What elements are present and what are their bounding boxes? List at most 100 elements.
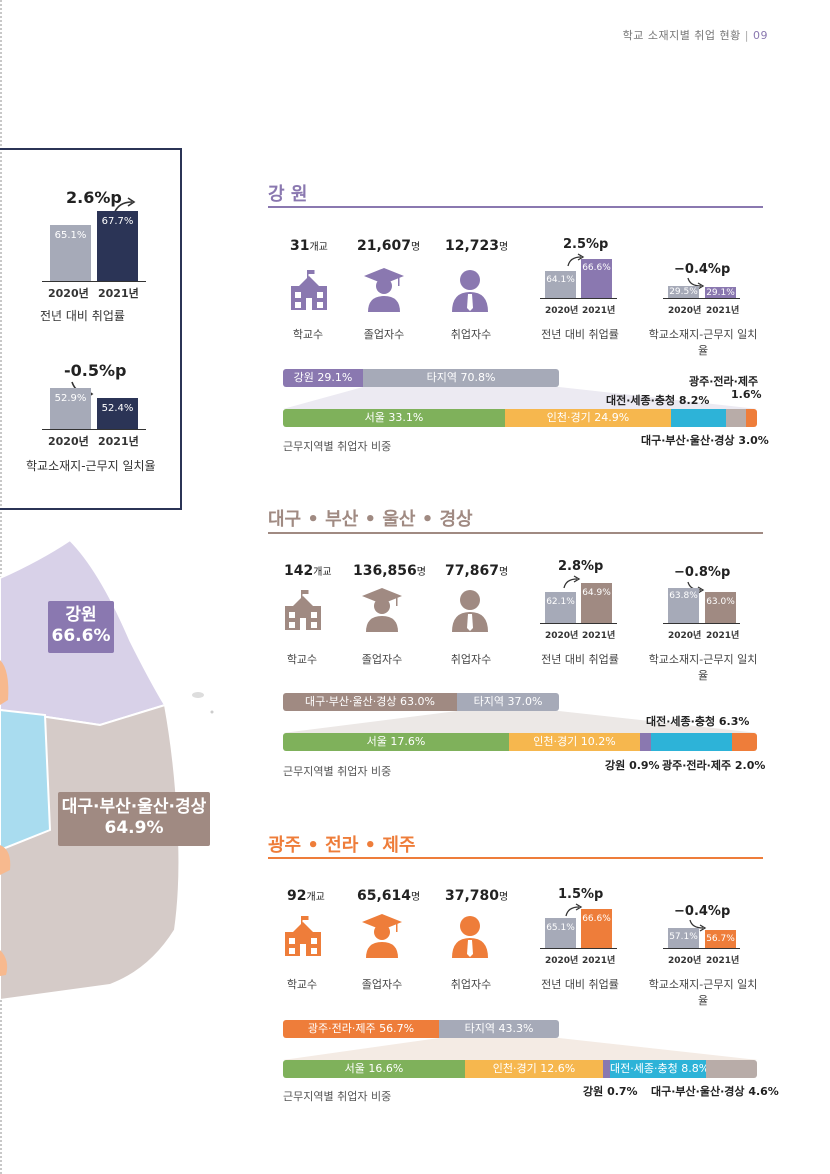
daegu-grads-label: 졸업자수 (361, 653, 403, 666)
gwangju-rate-year-2021: 2021년 (582, 956, 616, 966)
summary-employment-label: 전년 대비 취업률 (40, 309, 125, 323)
summary-employment-delta: 2.6%p (66, 188, 122, 207)
gwangju-rate-axis (540, 948, 617, 949)
gwangju-match-delta: −0.4%p (674, 904, 731, 919)
gangwon-rate-bar-2021: 66.6% (581, 259, 612, 298)
gangwon-match-delta: −0.4%p (674, 262, 731, 277)
daegu-note-gwangju: 광주·전라·제주 2.0% (662, 759, 766, 772)
gangwon-match-axis (663, 298, 740, 299)
summary-match-axis (42, 429, 146, 430)
page-number: 09 (753, 29, 768, 42)
korea-map (0, 538, 214, 1000)
gwangju-match-bar-2020: 57.1% (668, 928, 699, 948)
daegu-employed-label: 취업자수 (450, 653, 492, 666)
summary-match-bar-2020: 52.9% (50, 388, 91, 429)
graduate-icon (364, 268, 404, 312)
daegu-school-count: 142개교 (284, 563, 332, 579)
up-arrow-icon (563, 575, 581, 589)
map-label-gangwon: 강원 66.6% (48, 601, 114, 653)
gangwon-funnel (283, 387, 758, 409)
summary-match-label: 학교소재지-근무지 일치율 (26, 459, 156, 473)
daegu-match-bar-2020: 63.8% (668, 588, 699, 623)
gwangju-rate-delta: 1.5%p (558, 887, 604, 902)
daegu-match-year-2021: 2021년 (706, 631, 740, 641)
daegu-seg-seoul: 서울 17.6% (283, 733, 509, 751)
gwangju-seg-daegu (706, 1060, 757, 1078)
gangwon-match-bar-2020: 29.5% (668, 286, 699, 298)
gwangju-seg-incheon: 인천·경기 12.6% (465, 1060, 603, 1078)
gangwon-schools-label: 학교수 (292, 328, 324, 341)
daegu-rate-bar-2021: 64.9% (581, 583, 612, 623)
gangwon-grads-label: 졸업자수 (363, 328, 405, 341)
header-title: 학교 소재지별 취업 현황 (622, 29, 741, 42)
summary-employment-year-2021: 2021년 (98, 287, 139, 300)
gwangju-rate-bar-2021: 66.6% (581, 909, 612, 948)
gangwon-other-share: 타지역 70.8% (363, 369, 559, 387)
gwangju-match-label: 학교소재지-근무지 일치율 (648, 978, 758, 1007)
gwangju-other-share: 타지역 43.3% (439, 1020, 559, 1038)
daegu-note-gangwon: 강원 0.9% (605, 759, 660, 772)
summary-employment-year-2020: 2020년 (48, 287, 89, 300)
gwangju-grad-count: 65,614명 (357, 888, 421, 904)
daegu-seg-incheon: 인천·경기 10.2% (509, 733, 640, 751)
summary-match-year-2020: 2020년 (48, 435, 89, 448)
daegu-rate-delta: 2.8%p (558, 559, 604, 574)
gangwon-caption: 근무지역별 취업자 비중 (283, 440, 392, 453)
gwangju-seg-gangwon (603, 1060, 610, 1078)
up-arrow-icon (567, 253, 585, 267)
gangwon-rate-axis (540, 298, 617, 299)
daegu-grad-count: 136,856명 (353, 563, 426, 579)
down-arrow-icon (689, 919, 707, 932)
gangwon-seg-incheon: 인천·경기 24.9% (505, 409, 671, 427)
gangwon-rate-bar-2020: 64.1% (545, 271, 576, 298)
summary-employment-axis (42, 281, 146, 282)
gwangju-match-year-2021: 2021년 (706, 956, 740, 966)
summary-employment-bar-2021: 67.7% (97, 211, 138, 281)
gangwon-note-gwangju-value: 1.6% (731, 388, 762, 401)
daegu-match-axis (663, 623, 740, 624)
daegu-employed-count: 77,867명 (445, 563, 509, 579)
daegu-rate-year-2020: 2020년 (545, 631, 579, 641)
gwangju-rate-year-2020: 2020년 (545, 956, 579, 966)
gwangju-note-daegu: 대구·부산·울산·경상 4.6% (651, 1085, 779, 1098)
gwangju-match-year-2020: 2020년 (668, 956, 702, 966)
employee-icon (452, 590, 488, 632)
gangwon-rate-label: 전년 대비 취업률 (541, 328, 619, 341)
gangwon-employed-count: 12,723명 (445, 238, 509, 254)
gangwon-note-daejeon: 대전·세종·충청 8.2% (606, 394, 710, 407)
school-icon (285, 590, 321, 630)
graduate-icon (362, 588, 402, 632)
school-icon (285, 916, 321, 956)
gangwon-rate-year-2020: 2020년 (545, 306, 579, 316)
gangwon-seg-seoul: 서울 33.1% (283, 409, 505, 427)
gwangju-caption: 근무지역별 취업자 비중 (283, 1090, 392, 1103)
gangwon-seg-daegu (726, 409, 746, 427)
gangwon-match-bar-2021: 29.1% (705, 287, 736, 298)
gwangju-grads-label: 졸업자수 (361, 978, 403, 991)
summary-match-bar-2021: 52.4% (97, 398, 138, 429)
gwangju-match-bar-2021: 56.7% (705, 930, 736, 948)
gwangju-local-share: 광주·전라·제주 56.7% (283, 1020, 439, 1038)
gwangju-rate-label: 전년 대비 취업률 (541, 978, 619, 991)
section-title-gangwon: 강 원 (268, 184, 308, 205)
section-divider-gangwon (268, 206, 763, 208)
graduate-icon (362, 914, 402, 958)
summary-match-year-2021: 2021년 (98, 435, 139, 448)
daegu-match-year-2020: 2020년 (668, 631, 702, 641)
section-divider-daegu (268, 532, 763, 534)
gwangju-note-gangwon: 강원 0.7% (583, 1085, 638, 1098)
gwangju-funnel (283, 1038, 758, 1060)
daegu-match-bar-2021: 63.0% (705, 592, 736, 623)
employee-icon (452, 916, 488, 958)
gangwon-local-share: 강원 29.1% (283, 369, 363, 387)
gangwon-school-count: 31개교 (290, 238, 328, 254)
daegu-funnel (283, 711, 758, 733)
down-arrow-icon (687, 277, 705, 290)
gangwon-note-daegu: 대구·부산·울산·경상 3.0% (641, 434, 769, 447)
up-arrow-icon (565, 903, 583, 917)
daegu-match-delta: −0.8%p (674, 565, 731, 580)
gwangju-employed-label: 취업자수 (450, 978, 492, 991)
gangwon-note-gwangju: 광주·전라·제주 (689, 375, 759, 388)
map-label-daegu: 대구·부산·울산·경상 64.9% (58, 792, 210, 846)
daegu-seg-daejeon (651, 733, 732, 751)
